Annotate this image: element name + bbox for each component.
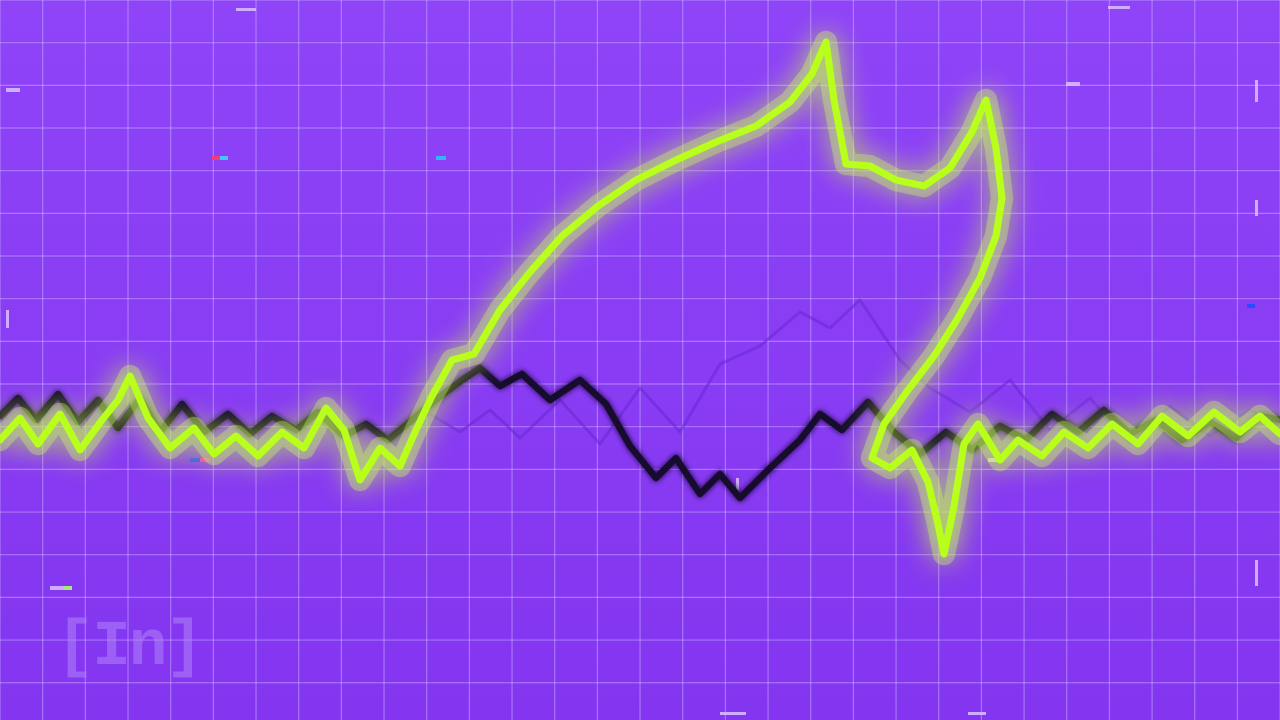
green-bull-line (0, 42, 1280, 554)
green-bull-glow (0, 42, 1280, 554)
chart-canvas: [In] (0, 0, 1280, 720)
chart-lines-layer (0, 0, 1280, 720)
